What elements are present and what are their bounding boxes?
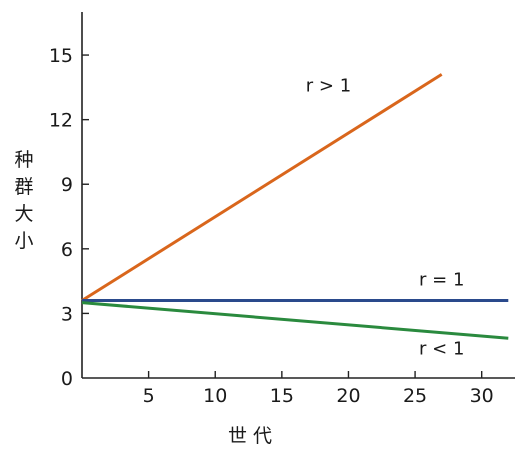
x-tick-label: 15 (270, 385, 294, 407)
series-annotation: r = 1 (419, 269, 464, 290)
x-tick-label: 10 (203, 385, 227, 407)
x-axis-title: 世 代 (228, 425, 272, 447)
y-axis-title-char: 小 (14, 230, 33, 252)
y-tick-label: 6 (61, 239, 73, 261)
axes: 5 10 15 20 25 30 0 3 6 9 12 15 (49, 12, 515, 407)
y-axis-title-char: 群 (14, 176, 33, 198)
y-tick-label: 15 (49, 45, 73, 67)
series-line-r-1 (81, 73, 443, 302)
y-tick-label: 0 (61, 368, 73, 390)
y-tick-label: 9 (61, 174, 73, 196)
series-annotation: r < 1 (419, 338, 464, 359)
y-tick-label: 3 (61, 303, 73, 325)
x-tick-label: 5 (143, 385, 155, 407)
series-annotation: r > 1 (306, 76, 351, 97)
x-tick-label: 30 (470, 385, 494, 407)
series-line-r-1 (81, 301, 509, 340)
y-axis-title-char: 种 (14, 149, 33, 171)
x-tick-label: 20 (336, 385, 360, 407)
series-group (81, 73, 509, 340)
y-tick-label: 12 (49, 110, 73, 132)
x-tick-label: 25 (403, 385, 427, 407)
y-axis-title-char: 大 (14, 203, 33, 225)
